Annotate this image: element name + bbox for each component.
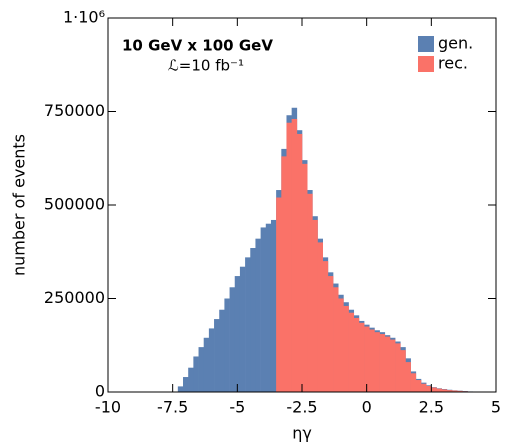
bar	[431, 387, 437, 392]
bar	[426, 386, 432, 392]
x-tick-label: -10	[95, 398, 121, 417]
bar	[457, 390, 463, 392]
bar	[358, 322, 365, 392]
bar	[374, 332, 380, 392]
legend-swatch	[418, 56, 434, 72]
bar	[281, 156, 287, 392]
bar	[395, 343, 401, 392]
bar	[234, 276, 241, 392]
bar	[296, 133, 303, 392]
bar	[364, 326, 370, 392]
bar	[224, 298, 230, 392]
bar	[307, 193, 313, 392]
y-tick-label: 1·10⁶	[63, 8, 105, 27]
bar	[452, 390, 458, 392]
bar	[188, 367, 194, 392]
bar	[369, 329, 375, 392]
x-tick-label: 0	[362, 398, 372, 417]
bar	[219, 309, 225, 392]
x-tick-label: 5	[491, 398, 501, 417]
bar	[333, 287, 339, 392]
bar	[229, 287, 236, 392]
x-axis-label: ηγ	[292, 424, 312, 443]
bar	[208, 328, 215, 392]
legend-label: rec.	[438, 54, 468, 73]
bar	[286, 122, 292, 392]
x-tick-label: -7.5	[157, 398, 188, 417]
y-tick-label: 0	[95, 382, 105, 401]
bar	[265, 223, 272, 392]
bar	[353, 317, 360, 392]
bar	[239, 266, 246, 392]
bar	[379, 334, 386, 392]
bar	[183, 377, 189, 392]
annotation: 10 GeV x 100 GeV	[122, 37, 273, 55]
bar	[255, 238, 261, 392]
bar	[198, 347, 205, 392]
bar	[302, 163, 308, 392]
bar	[317, 242, 323, 392]
bar	[260, 227, 267, 392]
bar	[327, 276, 334, 392]
y-tick-label: 250000	[44, 288, 105, 307]
bar	[420, 383, 427, 392]
bar	[177, 386, 184, 392]
bar	[312, 219, 318, 392]
bar	[291, 118, 298, 392]
bar	[415, 380, 422, 392]
bar	[322, 261, 329, 392]
bar	[343, 305, 349, 392]
bar	[270, 219, 277, 392]
bar	[338, 298, 344, 392]
y-tick-label: 500000	[44, 195, 105, 214]
bar	[348, 312, 355, 392]
bar	[446, 390, 453, 392]
bar	[250, 248, 256, 392]
annotation: ℒ=10 fb⁻¹	[168, 57, 244, 75]
bar	[405, 362, 411, 392]
bar	[214, 319, 220, 392]
legend-label: gen.	[438, 34, 473, 53]
legend-swatch	[418, 36, 434, 52]
bar	[410, 373, 417, 392]
bar	[400, 350, 406, 392]
y-axis-label: number of events	[10, 134, 29, 276]
x-tick-label: -2.5	[286, 398, 317, 417]
y-tick-label: 750000	[44, 101, 105, 120]
bar	[245, 257, 251, 392]
x-tick-label: -5	[229, 398, 245, 417]
x-tick-label: 2.5	[419, 398, 444, 417]
bar	[389, 339, 396, 392]
bar	[203, 337, 210, 392]
bar	[436, 388, 442, 392]
bar	[193, 356, 199, 392]
bar	[384, 336, 391, 392]
bar	[441, 389, 448, 392]
bar	[276, 197, 282, 392]
